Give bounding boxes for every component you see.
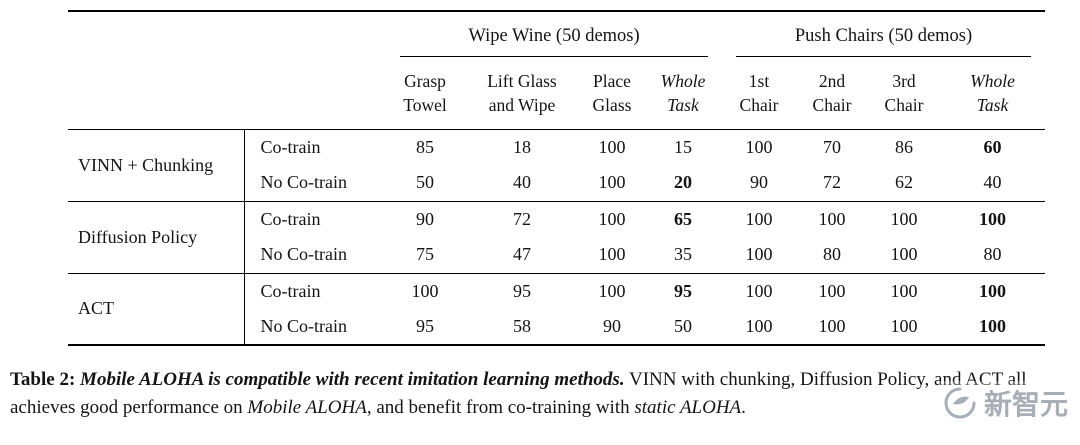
group-header-spacer (68, 11, 386, 57)
column-header: 2nd Chair (796, 57, 868, 130)
watermark-text: 新智元 (983, 390, 1068, 421)
value-cell: 95 (416, 316, 434, 336)
column-header-row: Grasp Towel Lift Glass and Wipe Place Glas… (68, 57, 1046, 130)
value-cell: 90 (603, 316, 621, 336)
watermark-logo-icon (943, 386, 977, 420)
variant-cell: Co-train (260, 136, 321, 157)
value-cell: 100 (796, 272, 868, 309)
value-cell: 80 (983, 244, 1002, 265)
method-cell: ACT (68, 272, 245, 345)
column-group-label: Push Chairs (50 demos) (736, 20, 1032, 57)
column-header: Whole Task (644, 57, 722, 130)
value-cell: 47 (513, 244, 531, 265)
value-cell: 100 (979, 316, 1007, 336)
value-cell: 75 (416, 244, 434, 265)
value-cell: 80 (823, 244, 841, 265)
value-cell: 100 (598, 136, 626, 157)
value-cell: 100 (745, 136, 773, 157)
value-cell: 100 (868, 200, 940, 237)
value-cell: 35 (674, 244, 692, 265)
value-cell: 86 (895, 136, 913, 157)
value-cell: 95 (644, 272, 722, 309)
table-head: Wipe Wine (50 demos) Push Chairs (50 demo… (68, 11, 1046, 130)
value-cell: 40 (513, 172, 531, 193)
value-cell: 18 (513, 136, 531, 157)
value-cell: 62 (895, 172, 913, 193)
column-header: Lift Glass and Wipe (464, 57, 580, 130)
column-header-spacer (68, 57, 386, 130)
value-cell: 58 (513, 316, 531, 336)
table-row: No Co-train 95 58 90 50 100 100 100 100 (68, 309, 1045, 345)
caption-text-2: , and benefit from co-training with (366, 397, 635, 418)
value-cell: 100 (722, 200, 796, 237)
value-cell: 100 (796, 200, 868, 237)
value-cell: 95 (464, 272, 580, 309)
table-body: VINN + Chunking Co-train 85 18 100 15 100 70 86 6… (68, 129, 1046, 345)
caption-label: Table 2: (10, 369, 81, 390)
table-row: No Co-train 75 47 100 35 100 80 100 80 (68, 237, 1045, 273)
value-cell: 20 (674, 172, 692, 193)
table-caption: Table 2: Mobile ALOHA is compatible with… (10, 366, 1072, 422)
method-cell: Diffusion Policy (68, 200, 245, 273)
column-group-label: Wipe Wine (50 demos) (400, 20, 708, 57)
value-cell: 100 (598, 244, 626, 265)
value-cell: 90 (386, 200, 464, 237)
column-header: 1st Chair (722, 57, 796, 130)
value-cell: 40 (983, 172, 1002, 193)
column-header: Place Glass (580, 57, 644, 130)
value-cell: 100 (386, 272, 464, 309)
value-cell: 70 (823, 136, 841, 157)
results-table-wrap: Wipe Wine (50 demos) Push Chairs (50 demo… (68, 10, 1046, 346)
value-cell: 100 (580, 200, 644, 237)
variant-cell: No Co-train (260, 316, 347, 336)
column-header: Grasp Towel (386, 57, 464, 130)
method-cell: VINN + Chunking (68, 129, 245, 201)
column-header: Whole Task (940, 57, 1046, 130)
value-cell: 65 (644, 200, 722, 237)
value-cell: 50 (416, 172, 434, 193)
value-cell: 100 (818, 316, 846, 336)
value-cell: 72 (823, 172, 841, 193)
value-cell: 100 (940, 272, 1046, 309)
value-cell: 85 (416, 136, 434, 157)
variant-cell: Co-train (244, 272, 386, 309)
table-row: No Co-train 50 40 100 20 90 72 62 40 (68, 165, 1045, 201)
value-cell: 60 (983, 136, 1002, 157)
variant-cell: No Co-train (260, 172, 347, 193)
value-cell: 50 (674, 316, 692, 336)
column-header: 3rd Chair (868, 57, 940, 130)
caption-text-3: . (741, 397, 746, 418)
value-cell: 72 (464, 200, 580, 237)
watermark: 新智元 (938, 381, 1072, 425)
value-cell: 100 (745, 244, 773, 265)
value-cell: 15 (674, 136, 692, 157)
value-cell: 100 (745, 316, 773, 336)
results-table: Wipe Wine (50 demos) Push Chairs (50 demo… (68, 10, 1046, 346)
caption-title: Mobile ALOHA is compatible with recent i… (80, 369, 625, 390)
table-row: Diffusion Policy Co-train 90 72 100 65 100 100 1… (68, 200, 1046, 273)
table-row: VINN + Chunking Co-train 85 18 100 15 100 70 86 6… (68, 129, 1045, 201)
value-cell: 100 (890, 316, 918, 336)
variant-cell: No Co-train (260, 244, 347, 265)
value-cell: 100 (580, 272, 644, 309)
group-header-row: Wipe Wine (50 demos) Push Chairs (50 demo… (68, 11, 1045, 57)
variant-cell: Co-train (244, 200, 386, 237)
value-cell: 100 (722, 272, 796, 309)
value-cell: 100 (890, 244, 918, 265)
value-cell: 100 (868, 272, 940, 309)
column-group-2: Push Chairs (50 demos) (722, 11, 1045, 57)
caption-italic-1: Mobile ALOHA (247, 397, 367, 418)
table-row: ACT Co-train 100 95 100 95 100 100 100 100 (68, 272, 1046, 345)
value-cell: 100 (598, 172, 626, 193)
value-cell: 90 (750, 172, 768, 193)
caption-italic-2: static ALOHA (634, 397, 742, 418)
column-group-1: Wipe Wine (50 demos) (386, 11, 722, 57)
value-cell: 100 (940, 200, 1046, 237)
caption-text-1: VINN with chunking, Diffusion Policy, an… (10, 369, 1027, 418)
